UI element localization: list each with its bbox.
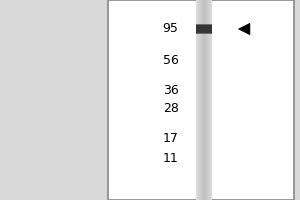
Bar <box>206 0 207 200</box>
Bar <box>197 0 198 200</box>
Bar <box>208 0 209 200</box>
Bar <box>196 24 212 34</box>
Text: 28: 28 <box>163 102 178 114</box>
Bar <box>196 24 212 34</box>
Bar <box>202 0 203 200</box>
Text: 36: 36 <box>163 84 178 97</box>
Bar <box>209 0 210 200</box>
Text: 56: 56 <box>163 54 178 68</box>
Bar <box>210 0 211 200</box>
Bar <box>199 0 200 200</box>
Bar <box>207 0 208 200</box>
Bar <box>196 25 212 33</box>
Bar <box>204 0 205 200</box>
Polygon shape <box>238 23 250 35</box>
Bar <box>205 0 206 200</box>
Bar <box>198 0 199 200</box>
Bar <box>108 0 294 200</box>
Text: 95: 95 <box>163 22 178 36</box>
Text: 17: 17 <box>163 132 178 146</box>
Bar <box>196 0 197 200</box>
Bar <box>203 0 204 200</box>
Text: 11: 11 <box>163 152 178 164</box>
Bar <box>200 0 201 200</box>
Bar <box>201 0 202 200</box>
Bar <box>196 25 212 33</box>
Bar <box>196 0 197 200</box>
